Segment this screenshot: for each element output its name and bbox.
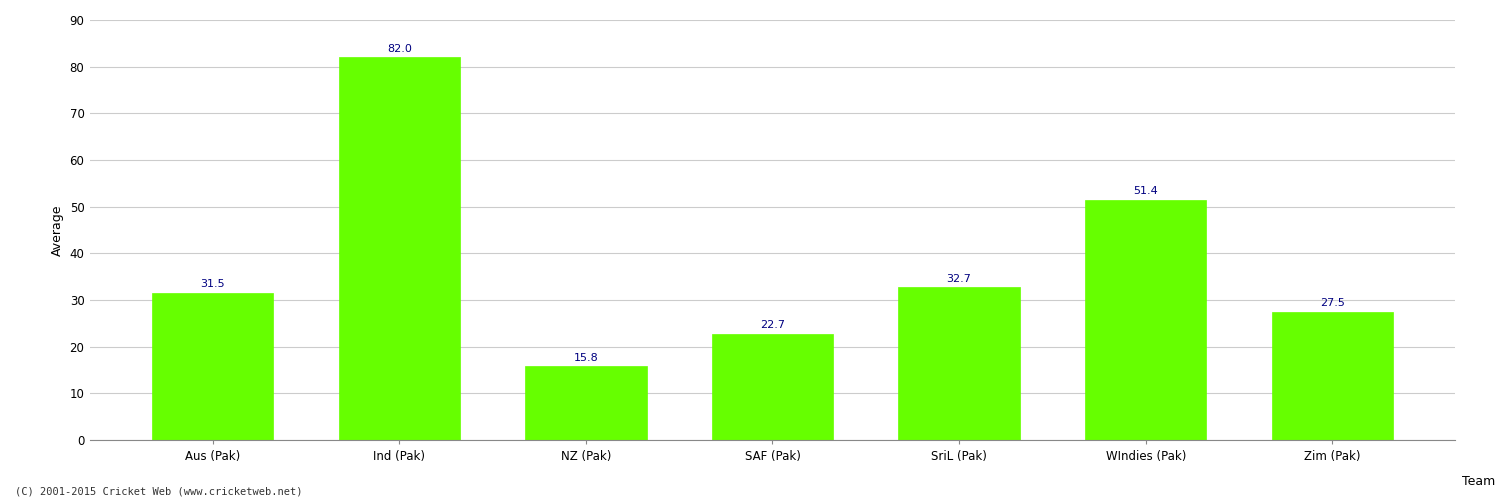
- Y-axis label: Average: Average: [51, 204, 64, 256]
- Text: 31.5: 31.5: [201, 280, 225, 289]
- Bar: [712, 334, 833, 440]
- Text: (C) 2001-2015 Cricket Web (www.cricketweb.net): (C) 2001-2015 Cricket Web (www.cricketwe…: [15, 487, 303, 497]
- Text: 27.5: 27.5: [1320, 298, 1344, 308]
- Text: 15.8: 15.8: [573, 352, 598, 362]
- Bar: [525, 366, 646, 440]
- Text: 82.0: 82.0: [387, 44, 411, 54]
- Text: 32.7: 32.7: [946, 274, 972, 283]
- Bar: [898, 288, 1020, 440]
- Bar: [339, 58, 460, 440]
- Bar: [1272, 312, 1394, 440]
- Text: 22.7: 22.7: [760, 320, 784, 330]
- Bar: [152, 293, 273, 440]
- Bar: [1084, 200, 1206, 440]
- Text: Team: Team: [1462, 474, 1496, 488]
- Text: 51.4: 51.4: [1134, 186, 1158, 196]
